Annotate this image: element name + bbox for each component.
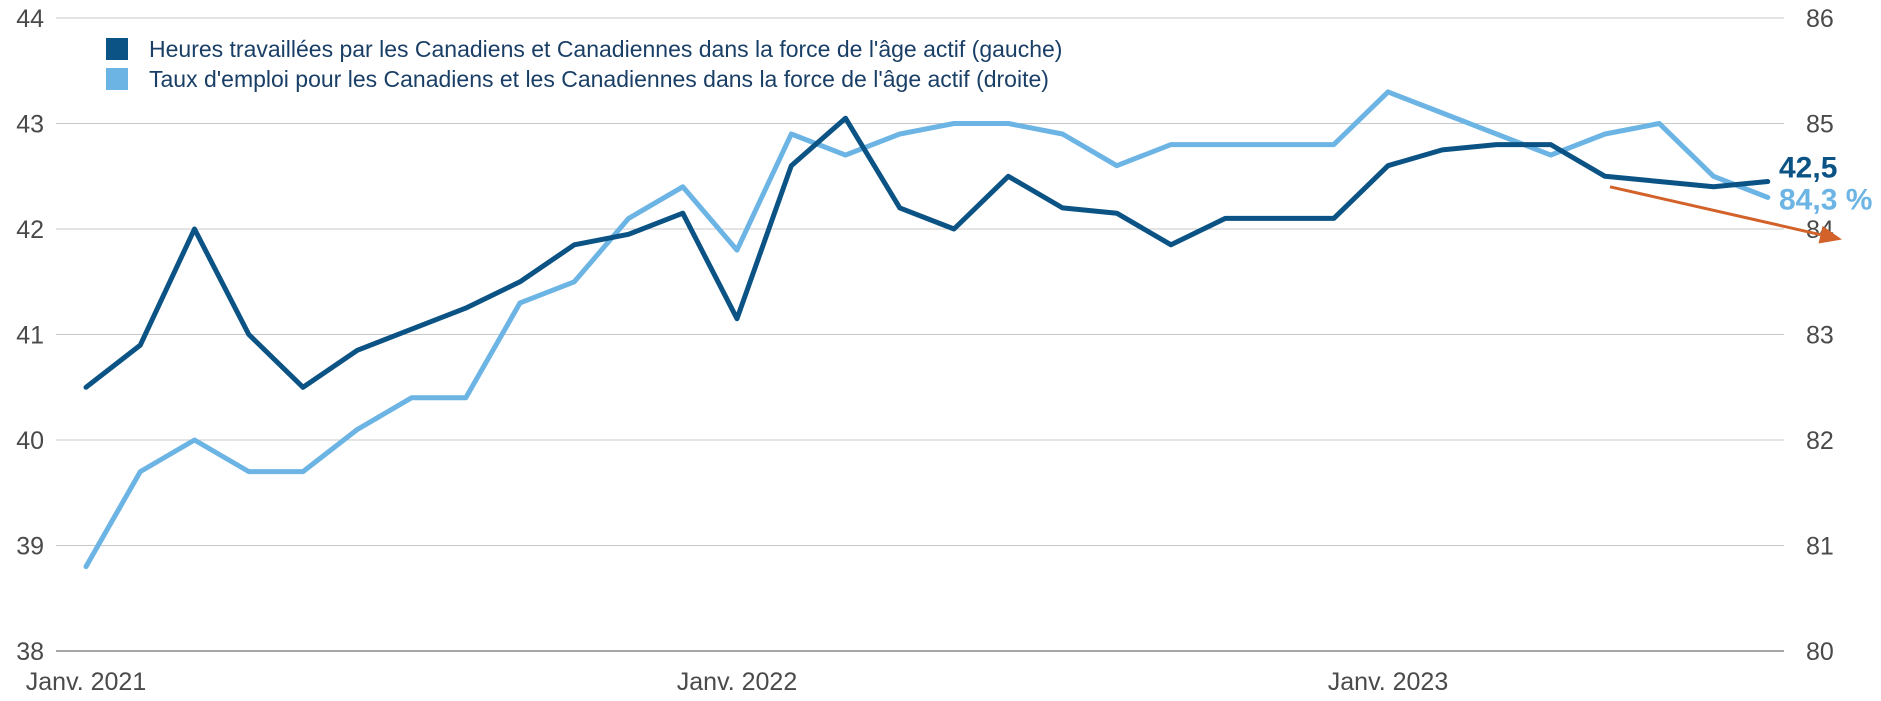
left-tick-label: 38 (16, 638, 44, 666)
legend-label-employment: Taux d'emploi pour les Canadiens et les … (149, 66, 1049, 92)
legend-swatch-employment (106, 68, 128, 90)
x-axis-ticks: Janv. 2021 Janv. 2022 Janv. 2023 (26, 668, 1448, 696)
right-tick-label: 83 (1806, 322, 1834, 350)
left-tick-label: 40 (16, 427, 44, 455)
x-tick-label: Janv. 2022 (677, 668, 797, 696)
legend: Heures travaillées par les Canadiens et … (106, 36, 1062, 92)
legend-label-hours: Heures travaillées par les Canadiens et … (149, 36, 1062, 62)
annotations (1609, 185, 1842, 244)
right-tick-label: 81 (1806, 533, 1834, 561)
x-tick-label: Janv. 2023 (1328, 668, 1448, 696)
right-tick-label: 82 (1806, 427, 1834, 455)
end-labels: 42,584,3 % (1779, 152, 1872, 217)
left-tick-label: 42 (16, 216, 44, 244)
end-label-employment: 84,3 % (1779, 183, 1872, 216)
legend-swatch-hours (106, 38, 128, 60)
end-label-hours: 42,5 (1779, 152, 1837, 185)
left-tick-label: 44 (16, 5, 44, 33)
series-line-employment (83, 89, 1771, 570)
series-lines (83, 89, 1771, 570)
left-tick-label: 39 (16, 533, 44, 561)
left-tick-label: 43 (16, 111, 44, 139)
gridlines (56, 17, 1784, 652)
right-tick-label: 86 (1806, 5, 1834, 33)
right-tick-label: 80 (1806, 638, 1834, 666)
trend-arrow-head (1818, 225, 1842, 244)
right-tick-label: 85 (1806, 111, 1834, 139)
left-axis-ticks: 38 39 40 41 42 43 44 (16, 5, 44, 666)
left-tick-label: 41 (16, 322, 44, 350)
x-tick-label: Janv. 2021 (26, 668, 146, 696)
series-line-hours (83, 115, 1771, 390)
trend-arrow-shaft (1609, 185, 1821, 237)
